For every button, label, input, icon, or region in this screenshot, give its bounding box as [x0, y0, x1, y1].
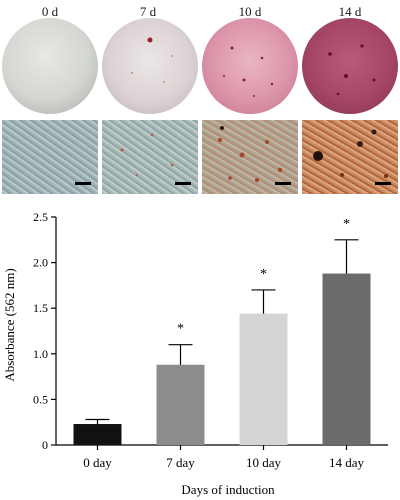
y-tick-label: 2.5	[33, 210, 48, 224]
scale-bar	[175, 182, 191, 185]
micrograph-0d	[2, 120, 98, 194]
y-tick-label: 0.5	[33, 392, 48, 406]
panel-label-14d: 14 d	[338, 4, 362, 19]
panel-label-10d: 10 d	[238, 4, 262, 19]
scale-bar	[75, 182, 91, 185]
chart-axes: 0 0.5 1.0 1.5 2.0 2.5 0 day 7 day 10 day 14 day	[33, 210, 388, 470]
micrograph-10d	[202, 120, 298, 194]
significance-marker: *	[260, 267, 267, 282]
x-tick-label: 10 day	[246, 455, 282, 470]
chart-marks: * * *	[73, 217, 371, 445]
y-tick-label: 1.0	[33, 347, 48, 361]
x-tick-label: 7 day	[166, 455, 195, 470]
dish-image-14d	[302, 18, 398, 114]
bar-10-day	[239, 313, 288, 445]
dish-image-7d	[102, 18, 198, 114]
absorbance-bar-chart: 0 0.5 1.0 1.5 2.0 2.5 0 day 7 day 10 day 14 day *…	[2, 210, 388, 497]
dish-image-10d	[202, 18, 298, 114]
bar-0-day	[73, 424, 122, 445]
dish-image-0d	[2, 18, 98, 114]
significance-marker: *	[343, 217, 350, 232]
micrograph-14d	[302, 120, 398, 194]
panel-label-0d: 0 d	[41, 4, 59, 19]
bar-7-day	[156, 364, 205, 445]
bar-14-day	[322, 273, 371, 445]
scale-bar	[275, 182, 291, 185]
y-axis-label: Absorbance (562 nm)	[2, 268, 17, 381]
y-tick-label: 2.0	[33, 256, 48, 270]
significance-marker: *	[177, 322, 184, 337]
panel-label-7d: 7 d	[139, 4, 157, 19]
micrograph-7d	[102, 120, 198, 194]
scale-bar	[375, 182, 391, 185]
y-tick-label: 1.5	[33, 301, 48, 315]
x-tick-label: 0 day	[83, 455, 112, 470]
y-tick-label: 0	[42, 438, 48, 452]
x-tick-label: 14 day	[329, 455, 365, 470]
x-axis-label: Days of induction	[181, 482, 275, 497]
